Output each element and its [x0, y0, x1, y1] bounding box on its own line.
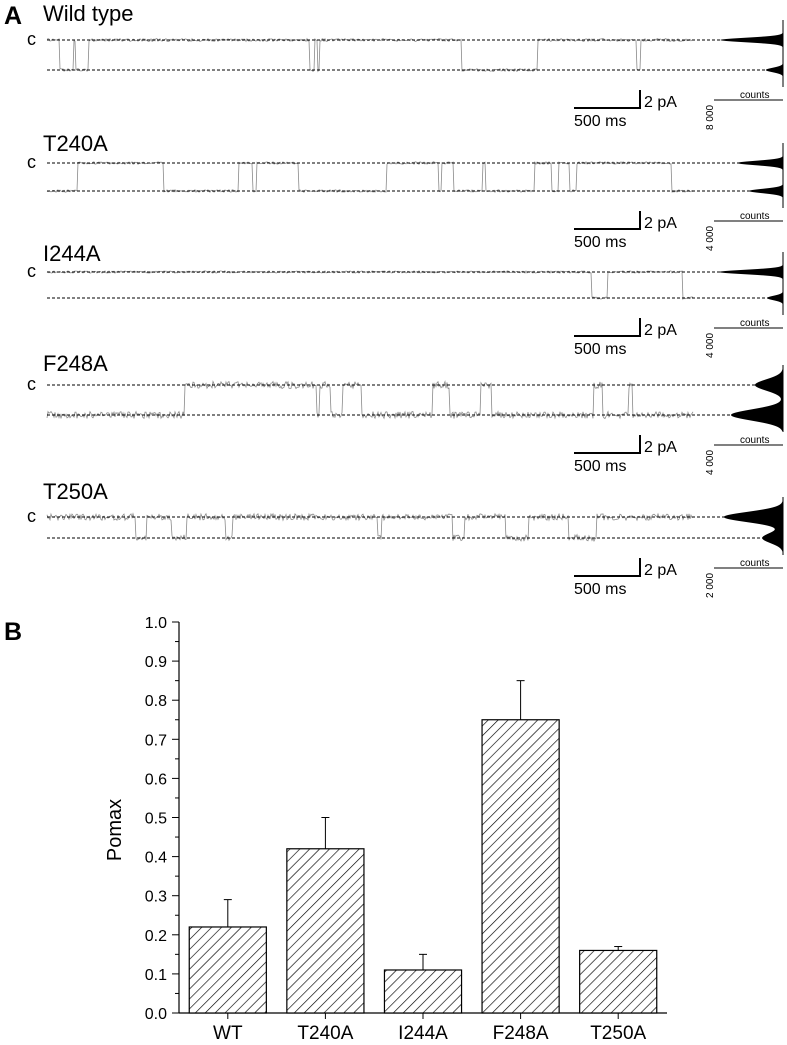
closed-level-label: c [27, 374, 36, 394]
y-tick-label: 1.0 [145, 615, 167, 632]
panel-b-bar-chart: Pomax 0.0 0.1 0.2 0.3 0.4 0.5 0.6 0.7 0.8 0.9 1.0 W… [104, 615, 667, 1044]
trace-panel: T250A c counts 2 000 2 pA 500 ms [27, 479, 784, 598]
panel-a-letter: A [4, 2, 22, 30]
scale-current-label: 2 pA [644, 439, 677, 456]
trace-panel: T240A c counts 4 000 2 pA 500 ms [27, 131, 784, 251]
histogram-count-tick: 4 000 [705, 226, 716, 251]
scale-current-label: 2 pA [644, 215, 677, 232]
bar-wt [188, 926, 267, 1014]
y-axis-label: Pomax [104, 799, 126, 861]
bar-t240a [286, 848, 365, 1014]
histogram-count-tick: 8 000 [705, 105, 716, 130]
histogram-counts-label: counts [740, 211, 769, 222]
y-tick-label: 0.8 [145, 693, 167, 710]
y-tick-label: 0.1 [145, 967, 167, 984]
scale-bar [574, 558, 641, 577]
bar-i244a [383, 969, 463, 1014]
trace-title: Wild type [43, 1, 133, 26]
closed-level-label: c [27, 261, 36, 281]
scale-time-label: 500 ms [574, 113, 626, 130]
scale-bar [574, 435, 641, 454]
histogram-counts-label: counts [740, 90, 769, 101]
trace-title: I244A [43, 241, 101, 266]
y-tick-label: 0.2 [145, 928, 167, 945]
scale-current-label: 2 pA [644, 322, 677, 339]
y-tick-label: 0.7 [145, 732, 167, 749]
histogram-count-tick: 2 000 [705, 573, 716, 598]
trace-title: T250A [43, 479, 108, 504]
y-tick-label: 0.6 [145, 771, 167, 788]
y-tick-label: 0.5 [145, 811, 167, 828]
amplitude-histogram [720, 22, 783, 86]
x-tick-label: T240A [297, 1023, 353, 1044]
y-tick-label: 0.4 [145, 850, 167, 867]
current-trace [46, 160, 694, 194]
x-tick-label: F248A [493, 1023, 549, 1044]
amplitude-histogram [723, 499, 783, 554]
scale-time-label: 500 ms [574, 341, 626, 358]
current-trace [46, 37, 693, 73]
bar-t250a [579, 949, 658, 1014]
trace-title: F248A [43, 351, 108, 376]
histogram-counts-label: counts [740, 318, 769, 329]
histogram-counts-label: counts [740, 435, 769, 446]
scale-bar [574, 211, 641, 230]
current-trace [46, 512, 694, 543]
amplitude-histogram [731, 367, 783, 431]
scale-current-label: 2 pA [644, 94, 677, 111]
scale-current-label: 2 pA [644, 562, 677, 579]
panel-a-traces: Wild type c counts 8 000 2 pA 500 ms T240A c cou… [27, 1, 784, 598]
current-trace [46, 380, 694, 420]
x-tick-label: I244A [398, 1023, 448, 1044]
x-tick-label: T250A [590, 1023, 646, 1044]
histogram-count-tick: 4 000 [705, 450, 716, 475]
histogram-count-tick: 4 000 [705, 333, 716, 358]
trace-panel: F248A c counts 4 000 2 pA 500 ms [27, 351, 784, 475]
trace-title: T240A [43, 131, 108, 156]
current-trace [46, 270, 694, 301]
amplitude-histogram [719, 254, 783, 314]
histogram-counts-label: counts [740, 558, 769, 569]
scale-time-label: 500 ms [574, 234, 626, 251]
x-tick-label: WT [213, 1023, 243, 1044]
closed-level-label: c [27, 506, 36, 526]
scale-time-label: 500 ms [574, 458, 626, 475]
panel-b-letter: B [4, 618, 22, 646]
trace-panel: Wild type c counts 8 000 2 pA 500 ms [27, 1, 784, 130]
y-tick-label: 0.0 [145, 1006, 167, 1023]
trace-panel: I244A c counts 4 000 2 pA 500 ms [27, 241, 784, 358]
scale-time-label: 500 ms [574, 581, 626, 598]
closed-level-label: c [27, 29, 36, 49]
bar-f248a [481, 719, 560, 1014]
amplitude-histogram [737, 145, 783, 207]
closed-level-label: c [27, 152, 36, 172]
scale-bar [574, 318, 641, 337]
y-tick-label: 0.3 [145, 889, 167, 906]
scale-bar [574, 90, 641, 109]
y-tick-label: 0.9 [145, 654, 167, 671]
